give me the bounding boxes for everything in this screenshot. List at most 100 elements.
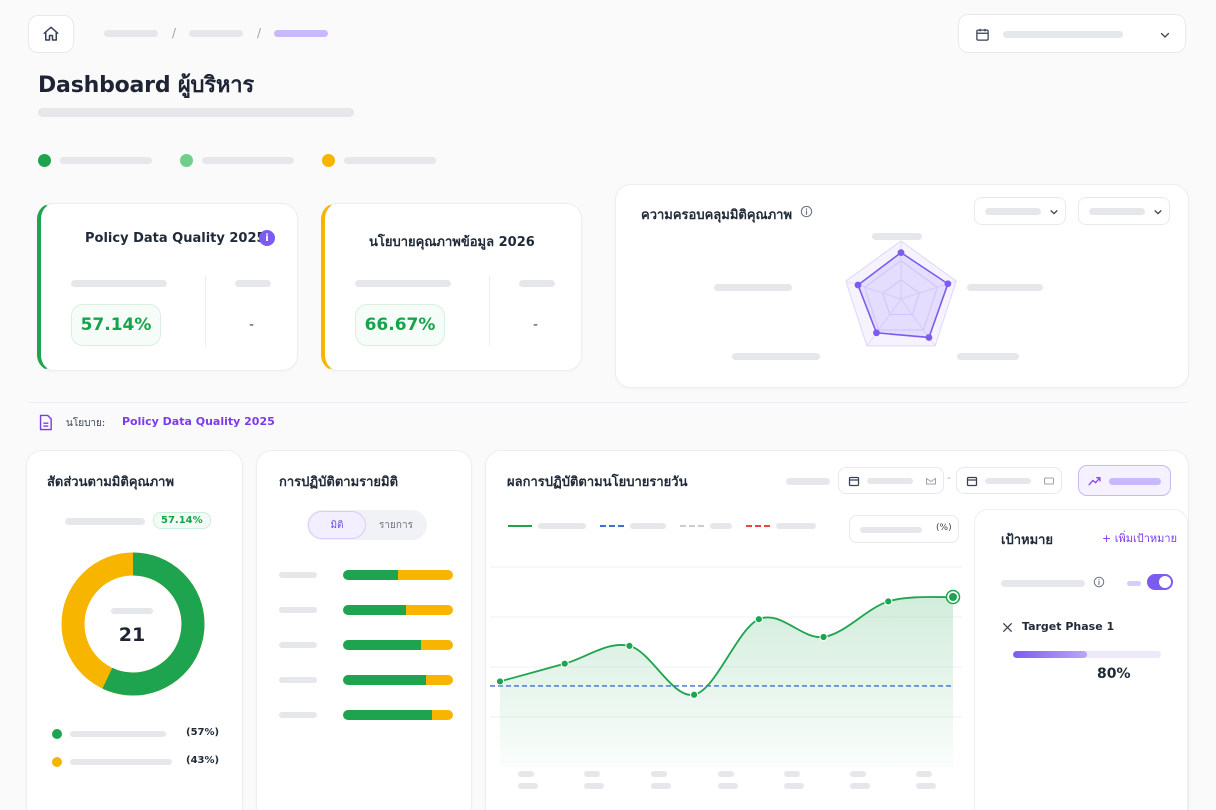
radar-filter-select[interactable] bbox=[974, 197, 1066, 225]
donut-badge: 57.14% bbox=[153, 512, 211, 529]
date-range-select[interactable] bbox=[958, 14, 1186, 53]
breadcrumb-separator: / bbox=[172, 26, 177, 40]
tab-dimension[interactable]: มิติ bbox=[308, 511, 366, 539]
goal-toggle[interactable] bbox=[1147, 574, 1173, 590]
goal-panel: เป้าหมาย + เพิ่มเป้าหมาย Target Phase 1 … bbox=[974, 509, 1188, 810]
date-value bbox=[985, 478, 1031, 484]
legend-line-baseline bbox=[680, 525, 704, 527]
date-value bbox=[867, 478, 913, 484]
daily-compliance-card: ผลการปฏิบัติตามนโยบายรายวัน - (%) เป้าหม… bbox=[485, 450, 1189, 810]
kpi-card-policy-2026[interactable]: นโยบายคุณภาพข้อมูล 2026 66.67% - bbox=[321, 203, 582, 371]
dimension-bar bbox=[343, 570, 453, 580]
legend-dot bbox=[38, 154, 51, 167]
radar-axis-label bbox=[732, 353, 820, 360]
kpi-card-policy-2025[interactable]: Policy Data Quality 2025 i 57.14% - bbox=[37, 203, 298, 371]
select-value bbox=[1089, 208, 1145, 215]
legend-label bbox=[70, 759, 172, 765]
dimension-label bbox=[279, 607, 317, 613]
card-title: สัดส่วนตามมิติคุณภาพ bbox=[47, 475, 175, 490]
chevron-down-icon bbox=[1154, 210, 1162, 215]
radar-axis-label bbox=[872, 233, 922, 240]
legend-dot bbox=[180, 154, 193, 167]
status-legend bbox=[38, 154, 458, 168]
bar-segment-yellow bbox=[398, 570, 453, 580]
kpi-side-label bbox=[235, 280, 271, 287]
bar-segment-green bbox=[343, 605, 406, 615]
breadcrumb-current bbox=[274, 30, 328, 37]
tab-items[interactable]: รายการ bbox=[379, 519, 413, 531]
x-axis-label bbox=[584, 771, 600, 777]
unit-select[interactable]: (%) bbox=[849, 515, 959, 543]
data-point bbox=[949, 593, 957, 601]
radar-point bbox=[944, 280, 952, 288]
close-icon[interactable] bbox=[1001, 621, 1014, 634]
radar-area bbox=[857, 251, 949, 339]
breadcrumb-item[interactable] bbox=[189, 30, 243, 37]
info-outline-icon[interactable] bbox=[800, 205, 813, 218]
dimension-bar bbox=[343, 710, 453, 720]
x-axis-label bbox=[518, 771, 534, 777]
target-progress-track bbox=[1013, 651, 1161, 658]
data-point bbox=[625, 641, 634, 650]
target-name: Target Phase 1 bbox=[1022, 620, 1115, 633]
toggle-knob bbox=[1159, 576, 1171, 588]
kpi-side-label bbox=[519, 280, 555, 287]
bar-segment-yellow bbox=[421, 640, 453, 650]
section-divider bbox=[28, 402, 1188, 403]
chevron-down-icon bbox=[1160, 32, 1170, 38]
kpi-side-value: - bbox=[533, 317, 539, 333]
policy-value[interactable]: Policy Data Quality 2025 bbox=[122, 415, 275, 428]
x-axis-label bbox=[518, 783, 538, 789]
dimension-bar bbox=[343, 675, 453, 685]
info-outline-icon[interactable] bbox=[1093, 576, 1105, 588]
card-title: ความครอบคลุมมิติคุณภาพ bbox=[641, 208, 793, 223]
radar-grid bbox=[882, 279, 920, 315]
bar-segment-yellow bbox=[405, 605, 453, 615]
date-range-value bbox=[1003, 31, 1123, 38]
dimension-bar bbox=[343, 605, 453, 615]
x-axis-label bbox=[651, 771, 667, 777]
donut-legend-item: (57%) bbox=[52, 727, 222, 741]
chart-legend bbox=[508, 521, 828, 531]
chart-mode-button[interactable] bbox=[1078, 465, 1171, 496]
start-date-picker[interactable] bbox=[838, 467, 944, 494]
legend-label bbox=[776, 523, 816, 529]
data-point bbox=[690, 690, 699, 699]
dimension-bar bbox=[343, 640, 453, 650]
data-point bbox=[495, 677, 505, 686]
breadcrumb-item[interactable] bbox=[104, 30, 158, 37]
legend-dot bbox=[52, 757, 62, 767]
bar-segment-yellow bbox=[425, 675, 453, 685]
add-goal-link[interactable]: + เพิ่มเป้าหมาย bbox=[1102, 532, 1178, 545]
dimension-label bbox=[279, 572, 317, 578]
home-icon bbox=[43, 26, 59, 41]
info-icon[interactable]: i bbox=[259, 230, 275, 246]
bar-segment-yellow bbox=[432, 710, 453, 720]
dimension-bar-row bbox=[279, 604, 453, 616]
range-dash: - bbox=[947, 471, 951, 484]
end-date-picker[interactable] bbox=[956, 467, 1062, 494]
x-axis-labels bbox=[486, 771, 966, 801]
dimension-bar-row bbox=[279, 639, 453, 651]
dimension-bar-row bbox=[279, 709, 453, 721]
x-axis-label bbox=[784, 771, 800, 777]
kpi-divider bbox=[205, 276, 206, 346]
series-line bbox=[499, 596, 954, 696]
policy-label: นโยบาย: bbox=[66, 418, 106, 429]
x-axis-label bbox=[850, 771, 866, 777]
x-axis-label bbox=[916, 771, 932, 777]
chevron-down-icon bbox=[1050, 210, 1058, 215]
legend-dot bbox=[322, 154, 335, 167]
radar-filter-select[interactable] bbox=[1078, 197, 1170, 225]
data-point bbox=[819, 632, 828, 642]
kpi-label bbox=[355, 280, 451, 287]
kpi-label bbox=[71, 280, 167, 287]
radar-point bbox=[873, 329, 880, 337]
kpi-value: 57.14% bbox=[71, 304, 161, 346]
home-button[interactable] bbox=[28, 15, 74, 53]
filter-label bbox=[786, 478, 830, 485]
legend-label bbox=[630, 523, 666, 529]
radar-spoke bbox=[866, 298, 902, 347]
view-toggle: มิติ รายการ bbox=[307, 510, 427, 540]
donut-slice-green bbox=[61, 552, 205, 696]
